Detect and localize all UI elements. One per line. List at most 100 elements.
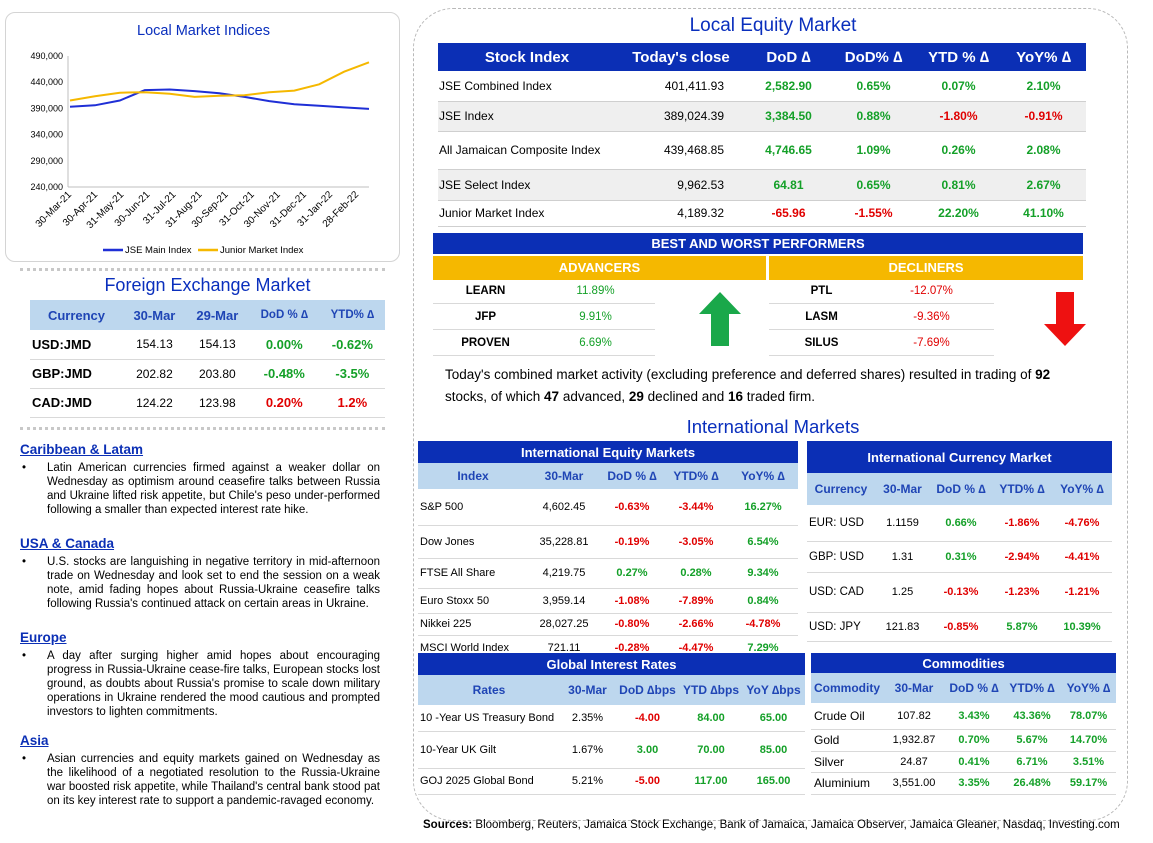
intl-equity-title: International Equity Markets — [418, 441, 798, 463]
intl-currency-header: YoY% ∆ — [1052, 473, 1112, 505]
intl-equity-header: 30-Mar — [528, 463, 600, 489]
equity-header: YTD % ∆ — [916, 43, 1001, 71]
table-row: All Jamaican Composite Index 439,468.85 4,… — [438, 131, 1086, 170]
intl-equity-header: DoD % ∆ — [600, 463, 664, 489]
table-cell: 28,027.25 — [528, 613, 600, 636]
intl-equity-header: YTD% ∆ — [664, 463, 728, 489]
commodities-header: DoD % ∆ — [945, 673, 1003, 703]
fx-title: Foreign Exchange Market — [104, 275, 311, 295]
stock-change: 11.89% — [576, 285, 615, 297]
table-cell: -1.08% — [600, 588, 664, 614]
legend-label: Junior Market Index — [220, 245, 304, 256]
table-row: EUR: USD 1.1159 0.66% -1.86% -4.76% — [807, 505, 1112, 542]
table-cell: -1.86% — [992, 505, 1052, 542]
table-cell: 3,384.50 — [746, 101, 831, 132]
index-name: JSE Index — [438, 101, 616, 132]
table-cell: 439,468.85 — [616, 131, 746, 170]
row-label: USD: JPY — [807, 612, 875, 642]
decliners-list: PTL -12.07% LASM -9.36% SILUS -7.69% — [769, 278, 994, 356]
row-label: Silver — [811, 751, 883, 773]
stock-symbol: SILUS — [804, 337, 839, 349]
row-label: GBP: USD — [807, 541, 875, 573]
table-row: GOJ 2025 Global Bond 5.21% -5.00 117.00 165.… — [418, 768, 805, 795]
legend-label: JSE Main Index — [125, 245, 192, 256]
row-label: Euro Stoxx 50 — [418, 588, 528, 614]
y-tick-label: 240,000 — [30, 182, 63, 192]
intl-currency-header: Currency — [807, 473, 875, 505]
fx-table: Currency 30-Mar 29-Mar DoD % ∆ YTD% ∆ US… — [30, 300, 385, 418]
row-label: GOJ 2025 Global Bond — [418, 768, 560, 795]
table-cell: -0.80% — [600, 613, 664, 636]
table-row: Crude Oil 107.82 3.43% 43.36% 78.07% — [811, 703, 1116, 730]
row-label: Crude Oil — [811, 703, 883, 730]
table-cell: 14.70% — [1061, 729, 1116, 752]
news-heading: USA & Canada — [20, 536, 115, 551]
news-heading: Europe — [20, 630, 67, 645]
fx-header: DoD % ∆ — [248, 300, 320, 330]
table-cell: 0.27% — [600, 558, 664, 589]
table-cell: 1.09% — [831, 131, 916, 170]
rates-header: Rates — [418, 675, 560, 705]
index-name: JSE Select Index — [438, 169, 616, 201]
table-cell: -3.44% — [664, 489, 728, 526]
table-cell: 43.36% — [1003, 703, 1061, 730]
table-cell: 0.65% — [831, 71, 916, 102]
stock-change: 9.91% — [579, 311, 612, 323]
equity-header: Stock Index — [438, 43, 616, 71]
table-cell: 4,602.45 — [528, 489, 600, 526]
summary-count: 29 — [628, 389, 644, 404]
table-cell: 0.70% — [945, 729, 1003, 752]
table-cell: 4,746.65 — [746, 131, 831, 170]
table-cell: -2.66% — [664, 613, 728, 636]
table-row: FTSE All Share 4,219.75 0.27% 0.28% 9.34% — [418, 558, 798, 589]
y-tick-label: 440,000 — [30, 77, 63, 87]
table-cell: -0.48% — [248, 359, 320, 389]
list-item: LEARN 11.89% — [433, 278, 655, 304]
summary-count: 92 — [1035, 367, 1051, 382]
table-cell: -0.19% — [600, 525, 664, 559]
intl-title: International Markets — [686, 416, 860, 437]
table-cell: 203.80 — [185, 359, 249, 389]
table-cell: 1.67% — [560, 731, 615, 769]
down-arrow-icon — [1044, 292, 1086, 346]
table-cell: 70.00 — [680, 731, 742, 769]
table-cell: 0.28% — [664, 558, 728, 589]
table-cell: 24.87 — [883, 751, 945, 773]
index-name: JSE Combined Index — [438, 71, 616, 102]
equity-header: DoD% ∆ — [831, 43, 916, 71]
table-cell: -2.94% — [992, 541, 1052, 573]
table-row: USD:JMD 154.13 154.13 0.00% -0.62% — [30, 330, 385, 360]
summary-text: advanced, — [559, 389, 629, 404]
table-cell: -65.96 — [746, 200, 831, 227]
table-row: S&P 500 4,602.45 -0.63% -3.44% 16.27% — [418, 489, 798, 526]
stock-symbol: LEARN — [465, 285, 506, 297]
rates-header: YoY ∆bps — [742, 675, 805, 705]
row-label: Nikkei 225 — [418, 613, 528, 636]
table-cell: 3,959.14 — [528, 588, 600, 614]
table-cell: 117.00 — [680, 768, 742, 795]
table-cell: 154.13 — [185, 330, 249, 360]
sources-label: Sources: — [423, 819, 473, 831]
commodities-header: YTD% ∆ — [1003, 673, 1061, 703]
table-cell: -3.05% — [664, 525, 728, 559]
table-cell: 1.1159 — [875, 505, 930, 542]
table-row: JSE Index 389,024.39 3,384.50 0.88% -1.80% -0… — [438, 101, 1086, 132]
table-cell: 65.00 — [742, 705, 805, 732]
y-tick-label: 290,000 — [30, 156, 63, 166]
intl-currency-header: 30-Mar — [875, 473, 930, 505]
table-cell: 0.81% — [916, 169, 1001, 201]
table-cell: 3.51% — [1061, 751, 1116, 773]
table-cell: -1.23% — [992, 572, 1052, 613]
commodities-header: 30-Mar — [883, 673, 945, 703]
index-name: All Jamaican Composite Index — [438, 131, 616, 170]
table-cell: 22.20% — [916, 200, 1001, 227]
rates-header: DoD ∆bps — [615, 675, 680, 705]
news-item: USA & Canada U.S. stocks are languishing … — [20, 536, 380, 611]
table-cell: -4.00 — [615, 705, 680, 732]
table-cell: 0.41% — [945, 751, 1003, 773]
table-row: USD: CAD 1.25 -0.13% -1.23% -1.21% — [807, 572, 1112, 613]
performers-title: BEST AND WORST PERFORMERS — [433, 233, 1083, 254]
row-label: S&P 500 — [418, 489, 528, 526]
table-cell: 3.00 — [615, 731, 680, 769]
summary-count: 16 — [728, 389, 744, 404]
